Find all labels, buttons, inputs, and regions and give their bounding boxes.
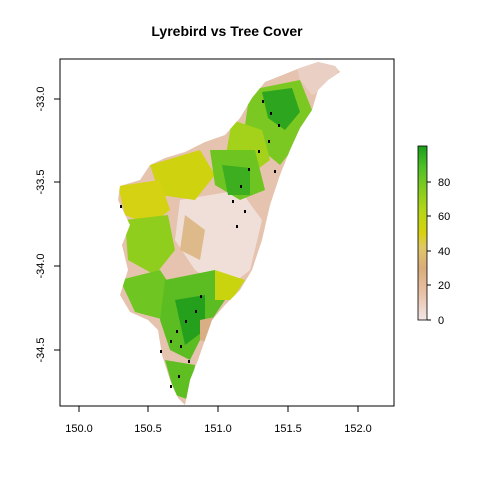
legend-tick-label: 60 <box>438 211 450 223</box>
y-tick-label: -34.0 <box>35 253 47 278</box>
x-tick-label: 152.0 <box>344 423 372 435</box>
legend-tick-label: 0 <box>438 315 444 327</box>
x-axis <box>78 406 359 412</box>
legend-tick-label: 20 <box>438 280 450 292</box>
y-tick-label: -34.5 <box>35 337 47 362</box>
tree-cover-layer <box>118 62 340 400</box>
legend-tick-labels: 0 20 40 60 80 <box>438 177 450 327</box>
y-axis <box>54 98 60 351</box>
legend-tick-label: 80 <box>438 177 450 189</box>
x-tick-label: 150.5 <box>134 423 162 435</box>
y-tick-labels: -33.0 -33.5 -34.0 -34.5 <box>35 86 47 362</box>
chart-title: Lyrebird vs Tree Cover <box>151 23 303 39</box>
plot-frame <box>59 58 395 407</box>
legend-colorbar <box>417 145 428 321</box>
x-tick-labels: 150.0 150.5 151.0 151.5 152.0 <box>65 423 372 435</box>
x-tick-label: 150.0 <box>65 423 93 435</box>
x-tick-label: 151.5 <box>274 423 302 435</box>
y-tick-label: -33.5 <box>35 169 47 194</box>
lyrebird-markers <box>120 100 280 388</box>
y-tick-label: -33.0 <box>35 86 47 111</box>
legend-tick-label: 40 <box>438 246 450 258</box>
x-tick-label: 151.0 <box>204 423 232 435</box>
legend-ticks <box>427 181 431 321</box>
